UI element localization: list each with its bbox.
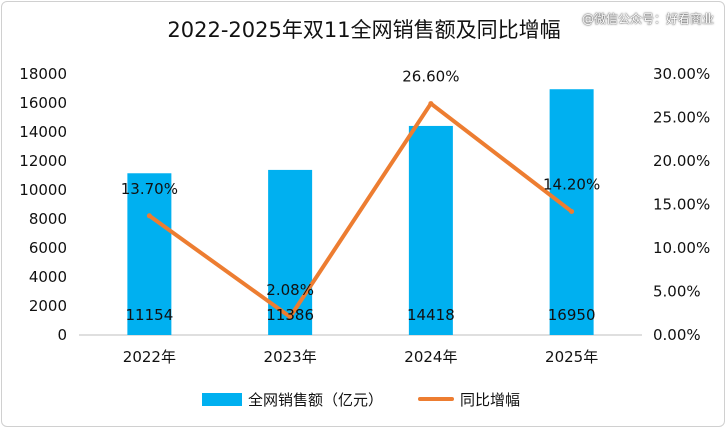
legend-swatch-sales [202,393,242,406]
plot-area: 0 2000 4000 6000 8000 10000 12000 14000 16000 180… [19,65,710,366]
x-tick-label: 2022年 [123,348,176,366]
chart-title: 2022-2025年双11全网销售额及同比增幅 [167,18,560,42]
y-left-tick-label: 8000 [29,210,67,228]
bar-value-label: 11386 [266,306,314,324]
growth-point [569,208,575,214]
growth-point [428,101,434,107]
y-left-tick-label: 10000 [19,181,67,199]
bar-value-label: 11154 [126,306,174,324]
x-tick-label: 2023年 [264,348,317,366]
growth-value-label: 2.08% [266,281,314,299]
growth-point [146,213,152,219]
growth-line [147,101,574,319]
y-left-tick-label: 2000 [29,297,67,315]
y-right-tick-label: 25.00% [653,109,710,127]
y-left-tick-label: 12000 [19,152,67,170]
y-right-tick-label: 5.00% [653,283,701,301]
legend-label-growth: 同比增幅 [460,391,520,409]
growth-value-label: 26.60% [402,68,459,86]
legend-label-sales: 全网销售额（亿元） [248,391,383,409]
y-left-tick-label: 16000 [19,94,67,112]
bar [127,173,172,335]
y-right-tick-label: 15.00% [653,196,710,214]
watermark: @微信公众号：好看商业 [581,12,714,26]
y-right-tick-label: 20.00% [653,152,710,170]
y-left-tick-label: 14000 [19,123,67,141]
y-left-tick-label: 4000 [29,268,67,286]
bar-value-label: 14418 [407,306,455,324]
x-tick-label: 2025年 [545,348,598,366]
growth-point [287,314,293,320]
y-left-tick-label: 18000 [19,65,67,83]
y-right-tick-label: 30.00% [653,65,710,83]
bar-value-label: 16950 [548,306,596,324]
growth-value-label: 14.20% [543,175,600,193]
bar [408,125,453,336]
y-right-tick-label: 0.00% [653,326,701,344]
y-left-tick-label: 6000 [29,239,67,257]
y-right-tick-label: 10.00% [653,239,710,257]
x-tick-label: 2024年 [404,348,457,366]
y-left-tick-label: 0 [57,326,67,344]
legend: 全网销售额（亿元） 同比增幅 [202,391,520,409]
growth-value-label: 13.70% [121,180,178,198]
